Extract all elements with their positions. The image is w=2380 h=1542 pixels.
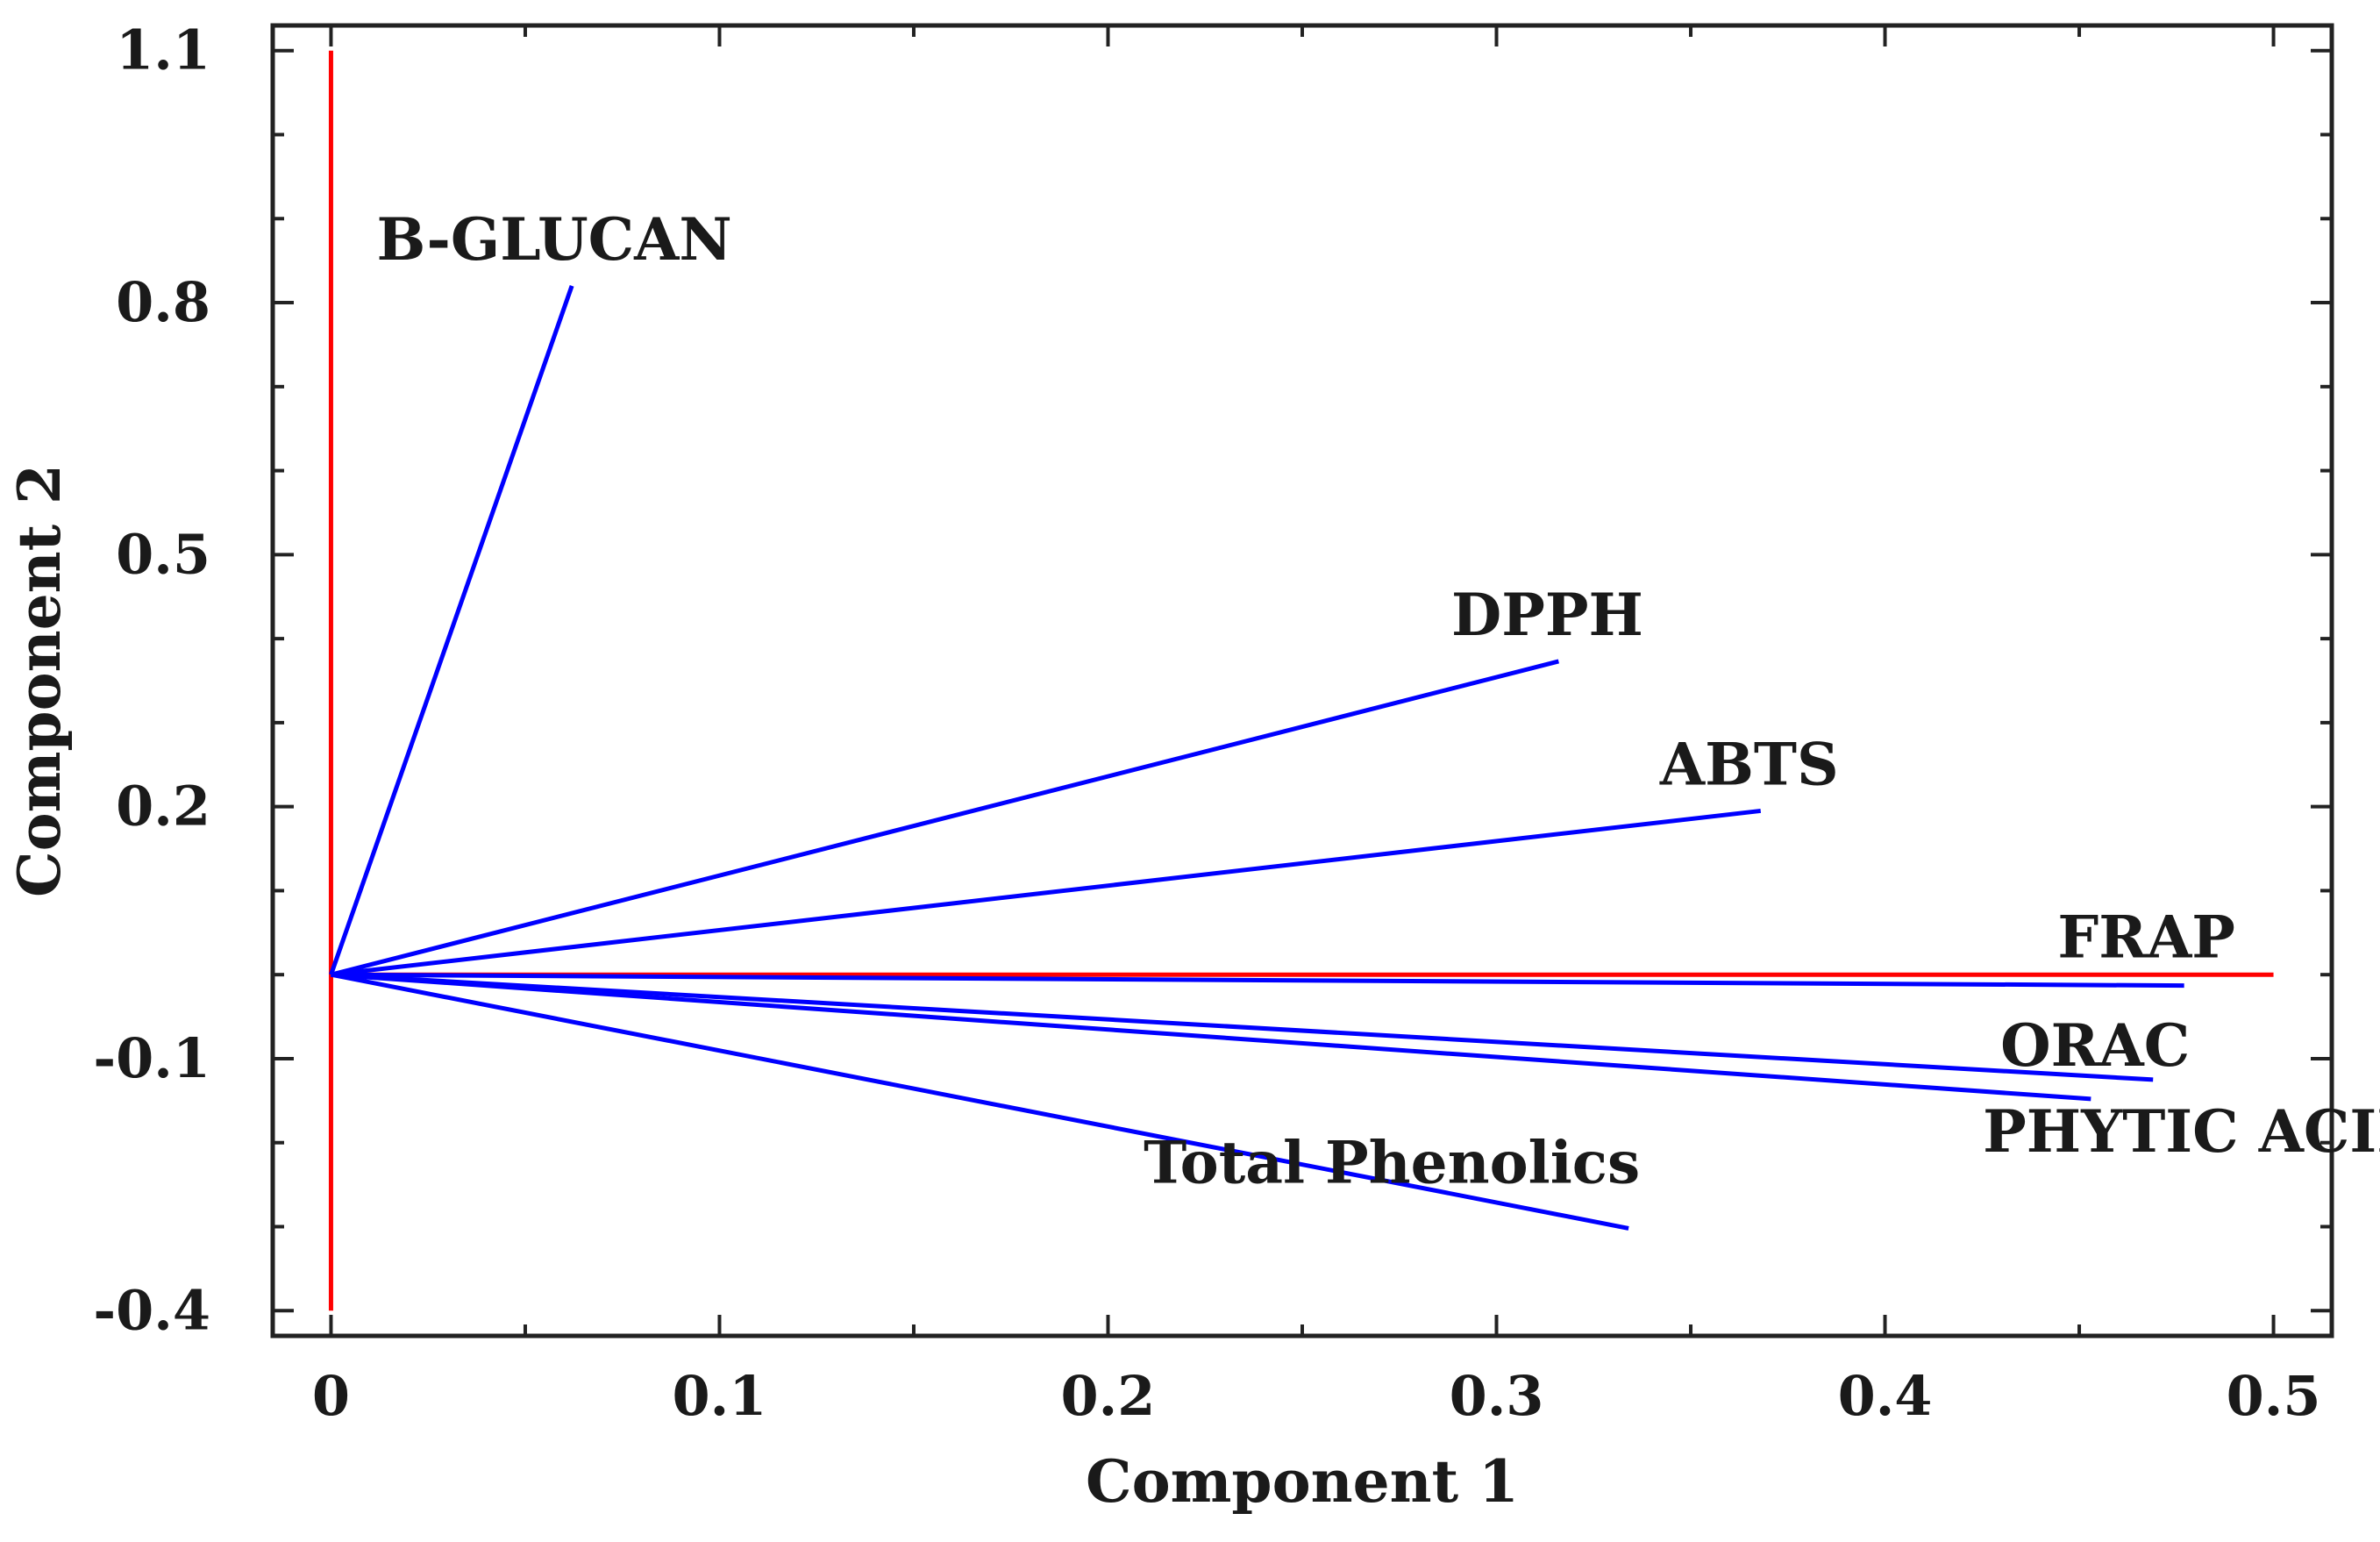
vector-label-orac: ORAC [2000,1011,2190,1080]
axis-ticks [273,25,2332,1336]
x-tick-label: 0.4 [1838,1364,1933,1428]
x-tick-label: 0 [312,1364,350,1428]
loading-vectors [329,285,2184,1231]
y-tick-labels: 1.1 0.8 0.5 0.2 -0.1 -0.4 [93,18,210,1343]
vector-phytic-acid [331,972,2091,1102]
loading-vector-labels: B-GLUCAN DPPH ABTS FRAP ORAC PHYTIC ACID Total… [377,205,2380,1197]
vector-label-total-phenolics: Total Phenolics [1144,1128,1640,1196]
x-tick-label: 0.1 [673,1364,767,1428]
x-tick-label: 0.2 [1061,1364,1156,1428]
x-axis-title: Component 1 [1086,1447,1519,1516]
y-axis-title: Component 2 [5,464,74,897]
y-tick-label: 0.8 [116,270,210,334]
vector-label-abts: ABTS [1659,730,1839,798]
y-tick-label: -0.4 [93,1278,210,1342]
plot-frame [270,23,2334,1339]
vector-b-glucan [329,285,574,976]
vector-frap [331,972,2184,989]
x-tick-labels: 0 0.1 0.2 0.3 0.4 0.5 [312,1364,2321,1428]
x-tick-label: 0.5 [2227,1364,2321,1428]
vector-label-frap: FRAP [2057,903,2235,972]
vector-dpph [330,659,1560,977]
y-tick-label: 1.1 [116,18,210,82]
y-tick-label: -0.1 [93,1026,210,1090]
vector-total-phenolics [330,972,1629,1231]
vector-label-phytic-acid: PHYTIC ACID [1983,1097,2380,1166]
y-tick-label: 0.2 [116,775,210,839]
vector-orac [331,972,2154,1082]
y-tick-label: 0.5 [116,522,210,586]
vector-label-dpph: DPPH [1451,581,1643,649]
vector-abts [331,808,1762,977]
vector-label-b-glucan: B-GLUCAN [377,205,732,274]
x-tick-label: 0.3 [1450,1364,1544,1428]
